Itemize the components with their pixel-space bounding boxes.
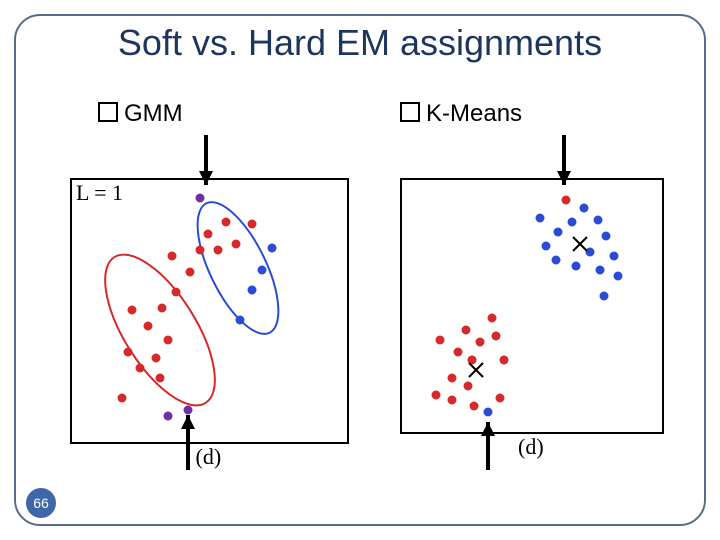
right-plot (400, 178, 664, 434)
page-number-badge: 66 (26, 488, 56, 518)
right-label: K-Means (400, 100, 522, 128)
right-plot-caption: (d) (518, 434, 544, 460)
checkbox-icon (400, 102, 420, 122)
left-label: GMM (98, 100, 183, 128)
iteration-label: L = 1 (76, 180, 123, 206)
left-plot (70, 178, 349, 444)
left-plot-caption: (d) (196, 444, 222, 470)
left-label-text: GMM (124, 100, 183, 127)
right-label-text: K-Means (426, 100, 522, 127)
slide: Soft vs. Hard EM assignments GMM K-Means… (0, 0, 720, 540)
checkbox-icon (98, 102, 118, 122)
slide-title: Soft vs. Hard EM assignments (0, 22, 720, 64)
